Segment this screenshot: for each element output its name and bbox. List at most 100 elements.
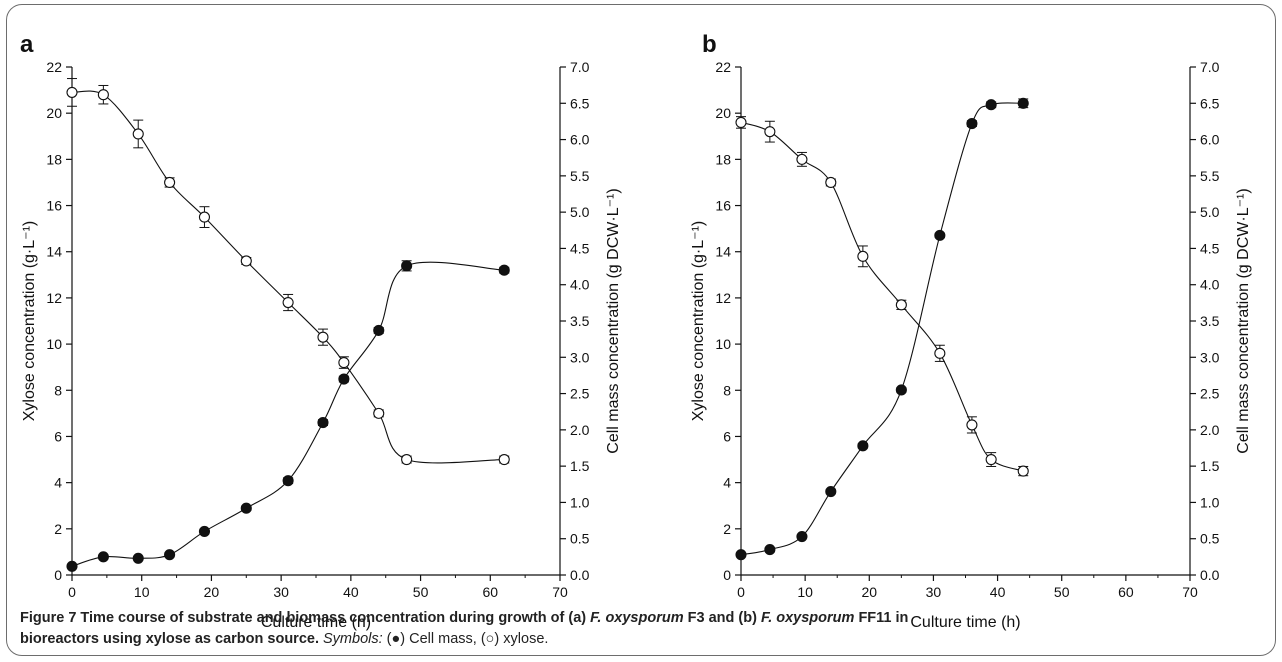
data-point <box>198 525 211 538</box>
y-right-tick-label: 4.5 <box>1200 240 1220 256</box>
data-point <box>317 331 329 343</box>
data-point <box>132 128 144 140</box>
data-point <box>895 299 907 311</box>
y-left-tick-label: 18 <box>715 151 731 167</box>
y-right-tick-label: 7.0 <box>570 59 590 75</box>
y-left-tick-label: 8 <box>723 382 731 398</box>
x-tick-label: 30 <box>926 584 942 600</box>
data-point <box>966 118 978 130</box>
data-point <box>735 549 747 561</box>
y-right-tick-label: 2.0 <box>570 422 590 438</box>
series-line <box>740 121 1024 472</box>
data-point <box>985 453 997 466</box>
series-cell-mass <box>735 97 1029 561</box>
data-point <box>317 417 329 429</box>
y-left-tick-label: 20 <box>46 105 62 121</box>
y-left-tick-label: 4 <box>723 475 731 491</box>
x-tick-label: 10 <box>134 584 150 600</box>
y-right-tick-label: 2.5 <box>570 386 590 402</box>
y-right-tick-label: 0.5 <box>570 531 590 547</box>
data-point <box>857 440 869 452</box>
y-right-tick-label: 0.0 <box>570 567 590 583</box>
data-point <box>198 211 211 223</box>
y-left-tick-label: 20 <box>715 105 731 121</box>
figure-caption: Figure 7 Time course of substrate and bi… <box>20 608 1265 650</box>
x-axis-title: Culture time (h) <box>910 614 1020 631</box>
series-xylose <box>735 116 1029 477</box>
y-left-tick-label: 10 <box>715 336 731 352</box>
y-left-tick-label: 14 <box>46 244 62 260</box>
x-tick-label: 20 <box>861 584 877 600</box>
y-left-axis-title: Xylose concentration (g·L⁻¹) <box>690 221 707 422</box>
y-left-tick-label: 0 <box>54 567 62 583</box>
data-point <box>825 176 837 189</box>
y-left-tick-label: 14 <box>715 244 731 260</box>
x-tick-label: 0 <box>68 584 76 600</box>
y-right-tick-label: 1.5 <box>570 458 590 474</box>
panel-label-a: a <box>20 31 34 58</box>
y-right-axis-title: Cell mass concentration (g DCW·L⁻¹) <box>605 188 622 453</box>
y-right-tick-label: 1.5 <box>1200 458 1220 474</box>
series-line <box>71 90 505 464</box>
y-left-tick-label: 2 <box>54 521 62 537</box>
data-point <box>825 485 837 498</box>
y-right-tick-label: 1.0 <box>570 494 590 510</box>
y-right-tick-label: 7.0 <box>1200 59 1220 75</box>
data-point <box>373 324 385 336</box>
y-left-tick-label: 6 <box>723 428 731 444</box>
data-point <box>282 296 294 309</box>
x-tick-label: 50 <box>413 584 429 600</box>
x-tick-label: 70 <box>1182 584 1198 600</box>
y-left-tick-label: 2 <box>723 521 731 537</box>
caption-species-a: F. oxysporum <box>590 610 684 626</box>
data-point <box>338 357 350 369</box>
x-tick-label: 30 <box>273 584 289 600</box>
data-point <box>498 453 510 466</box>
data-point <box>796 153 808 165</box>
data-point <box>338 373 350 385</box>
y-right-tick-label: 5.5 <box>570 168 590 184</box>
data-point <box>66 560 78 572</box>
caption-strain-b: FF11 in <box>854 610 909 626</box>
caption-line-2: bioreactors using xylose as carbon sourc… <box>20 629 1265 650</box>
y-right-tick-label: 4.5 <box>570 240 590 256</box>
y-left-tick-label: 0 <box>723 567 731 583</box>
data-point <box>966 419 978 431</box>
caption-symbols-label: Symbols: <box>323 631 383 647</box>
data-point <box>401 260 413 272</box>
y-left-axis-title: Xylose concentration (g·L⁻¹) <box>21 221 38 422</box>
y-right-tick-label: 5.5 <box>1200 168 1220 184</box>
caption-title: Figure 7 Time course of substrate and bi… <box>20 610 591 626</box>
data-point <box>895 384 907 396</box>
x-tick-label: 70 <box>552 584 568 600</box>
chart-panel-a: a 0 10 20 30 40 50 60 70 0 2 4 6 8 10 12 14 16 18 20 22 0.0 0.… <box>20 31 622 631</box>
caption-species-b: F. oxysporum <box>760 610 855 626</box>
y-left-tick-label: 8 <box>54 382 62 398</box>
y-left-tick-label: 18 <box>46 151 62 167</box>
data-point <box>132 552 144 564</box>
y-right-tick-label: 3.0 <box>570 349 590 365</box>
x-tick-label: 40 <box>343 584 359 600</box>
y-right-tick-label: 5.0 <box>570 204 590 220</box>
y-right-axis-title: Cell mass concentration (g DCW·L⁻¹) <box>1235 188 1252 453</box>
data-point <box>796 530 808 543</box>
series-cell-mass <box>66 260 510 572</box>
y-left-tick-label: 12 <box>715 290 731 306</box>
data-point <box>240 502 252 514</box>
x-axis-title: Culture time (h) <box>261 614 371 631</box>
data-point <box>401 453 413 466</box>
y-right-tick-label: 2.5 <box>1200 386 1220 402</box>
y-right-tick-label: 5.0 <box>1200 204 1220 220</box>
y-right-tick-label: 1.0 <box>1200 494 1220 510</box>
y-left-tick-label: 16 <box>46 198 62 214</box>
data-point <box>764 126 776 138</box>
y-left-tick-label: 12 <box>46 290 62 306</box>
y-right-tick-label: 4.0 <box>570 277 590 293</box>
data-point <box>985 99 997 111</box>
y-right-tick-label: 4.0 <box>1200 277 1220 293</box>
chart-panel-b: b 0 10 20 30 40 50 60 70 0 2 4 6 8 10 12 14 16 18 20 22 0.0 0.… <box>690 31 1252 631</box>
series-xylose <box>66 78 510 466</box>
data-point <box>66 86 78 98</box>
y-right-tick-label: 3.0 <box>1200 349 1220 365</box>
